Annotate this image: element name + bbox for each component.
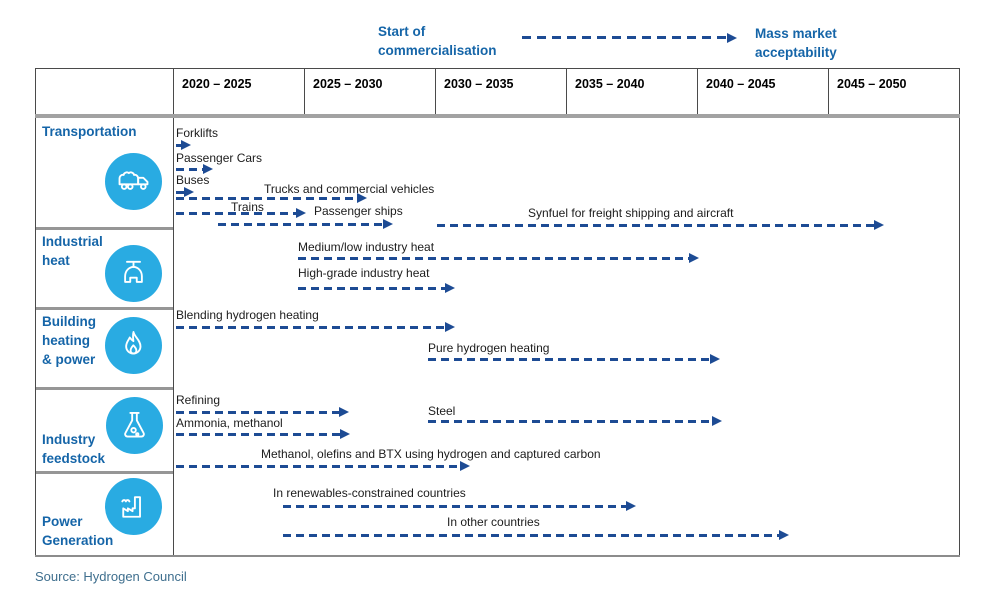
sector-label-line: heating (42, 333, 91, 348)
timeline-item-label: Forklifts (176, 126, 218, 140)
sector-label: Power Generation (42, 512, 113, 550)
timeline-arrow (428, 416, 722, 426)
arrow-head-icon (712, 416, 722, 426)
header-divider (35, 114, 960, 118)
arrow-head-icon (874, 220, 884, 230)
timeline-arrow (176, 208, 306, 218)
arrow-head-icon (445, 283, 455, 293)
table-bottom-border (35, 554, 960, 557)
year-header-cell: 2030 – 2035 (435, 68, 566, 115)
timeline-item-label: Synfuel for freight shipping and aircraf… (528, 206, 734, 220)
legend-start-label: Start of commercialisation (378, 22, 497, 60)
year-header-cell: 2045 – 2050 (828, 68, 960, 115)
sector-label: Building heating & power (42, 312, 96, 369)
timeline-arrow (176, 461, 470, 471)
arrow-head-icon (445, 322, 455, 332)
arrow-head-icon (340, 429, 350, 439)
flask-icon-glyph (123, 411, 145, 438)
sector-label-line: Building (42, 314, 96, 329)
timeline-arrow (298, 283, 455, 293)
timeline-arrow (176, 193, 367, 203)
legend-end-line2: acceptability (755, 45, 837, 60)
timeline-arrow (176, 407, 349, 417)
sector-row-divider (36, 470, 173, 474)
timeline-arrow (428, 354, 720, 364)
timeline-item-label: Medium/low industry heat (298, 240, 435, 254)
valve-icon (104, 244, 162, 302)
arrow-head-icon (357, 193, 367, 203)
legend-start-line2: commercialisation (378, 43, 497, 58)
timeline-arrow (176, 322, 455, 332)
timeline-item-label: Buses (176, 173, 210, 187)
timeline-item-label: Methanol, olefins and BTX using hydrogen… (261, 447, 601, 461)
sector-row-divider (36, 226, 173, 230)
source-note: Source: Hydrogen Council (35, 569, 187, 584)
sector-label-line: Industrial (42, 234, 103, 249)
timeline-item-label: Passenger Cars (176, 151, 263, 165)
arrow-head-icon (339, 407, 349, 417)
sector-label-line: heat (42, 253, 70, 268)
flask-icon (105, 396, 163, 454)
timeline-item-label: Steel (428, 404, 456, 418)
timeline-arrow (298, 253, 699, 263)
sector-label-line: Industry (42, 432, 96, 447)
timeline-arrow (176, 140, 191, 150)
timeline-arrow (283, 530, 789, 540)
timeline-item-label: Passenger ships (314, 204, 403, 218)
truck-icon (104, 152, 162, 210)
arrow-head-icon (184, 187, 194, 197)
arrow-head-icon (710, 354, 720, 364)
year-header-cell: 2035 – 2040 (566, 68, 697, 115)
timeline-item-label: In renewables-constrained countries (273, 486, 466, 500)
timeline-arrow (437, 220, 884, 230)
arrow-head-icon (779, 530, 789, 540)
arrow-head-icon (181, 140, 191, 150)
sector-row-divider (36, 386, 173, 390)
arrow-head-icon (460, 461, 470, 471)
timeline-arrow (283, 501, 636, 511)
sector-label: Industrial heat (42, 232, 103, 270)
timeline-item-label: In other countries (447, 515, 540, 529)
label-column-border (173, 68, 174, 557)
year-header-cell: 2040 – 2045 (697, 68, 828, 115)
legend-end-label: Mass market acceptability (755, 24, 837, 62)
timeline-item-label: Ammonia, methanol (176, 416, 283, 430)
sector-label-line: Power (42, 514, 83, 529)
sector-label-line: & power (42, 352, 96, 367)
year-header-cell: 2020 – 2025 (173, 68, 304, 115)
arrow-head-icon (626, 501, 636, 511)
valve-icon-glyph (123, 260, 143, 283)
sector-label-line: feedstock (42, 451, 106, 466)
flame-icon-glyph (124, 330, 141, 354)
legend-dashed-arrow (522, 32, 737, 43)
timeline-arrow (176, 187, 194, 197)
flame-icon (104, 316, 162, 374)
factory-icon-glyph (120, 495, 141, 518)
timeline-item-label: High-grade industry heat (298, 266, 430, 280)
sector-label-line: Generation (42, 533, 114, 548)
timeline-arrow (176, 164, 213, 174)
year-header-cell: 2025 – 2030 (304, 68, 435, 115)
sector-label: Industry feedstock (42, 430, 105, 468)
truck-icon-glyph (118, 170, 148, 190)
sector-row-divider (36, 306, 173, 310)
arrow-head-icon (689, 253, 699, 263)
timeline-item-label: Trains (231, 200, 264, 214)
timeline-item-label: Refining (176, 393, 221, 407)
timeline-arrow (176, 429, 350, 439)
factory-icon (104, 477, 162, 535)
arrow-head-icon (203, 164, 213, 174)
timeline-item-label: Pure hydrogen heating (428, 341, 550, 355)
sector-label: Transportation (42, 122, 137, 141)
arrow-head-icon (296, 208, 306, 218)
timeline-item-label: Blending hydrogen heating (176, 308, 319, 322)
sector-label-line: Transportation (42, 124, 137, 139)
legend-end-line1: Mass market (755, 26, 837, 41)
legend-start-line1: Start of (378, 24, 426, 39)
arrow-head-icon (727, 32, 737, 43)
timeline-arrow (218, 219, 393, 229)
arrow-head-icon (383, 219, 393, 229)
timeline-item-label: Trucks and commercial vehicles (264, 182, 435, 196)
